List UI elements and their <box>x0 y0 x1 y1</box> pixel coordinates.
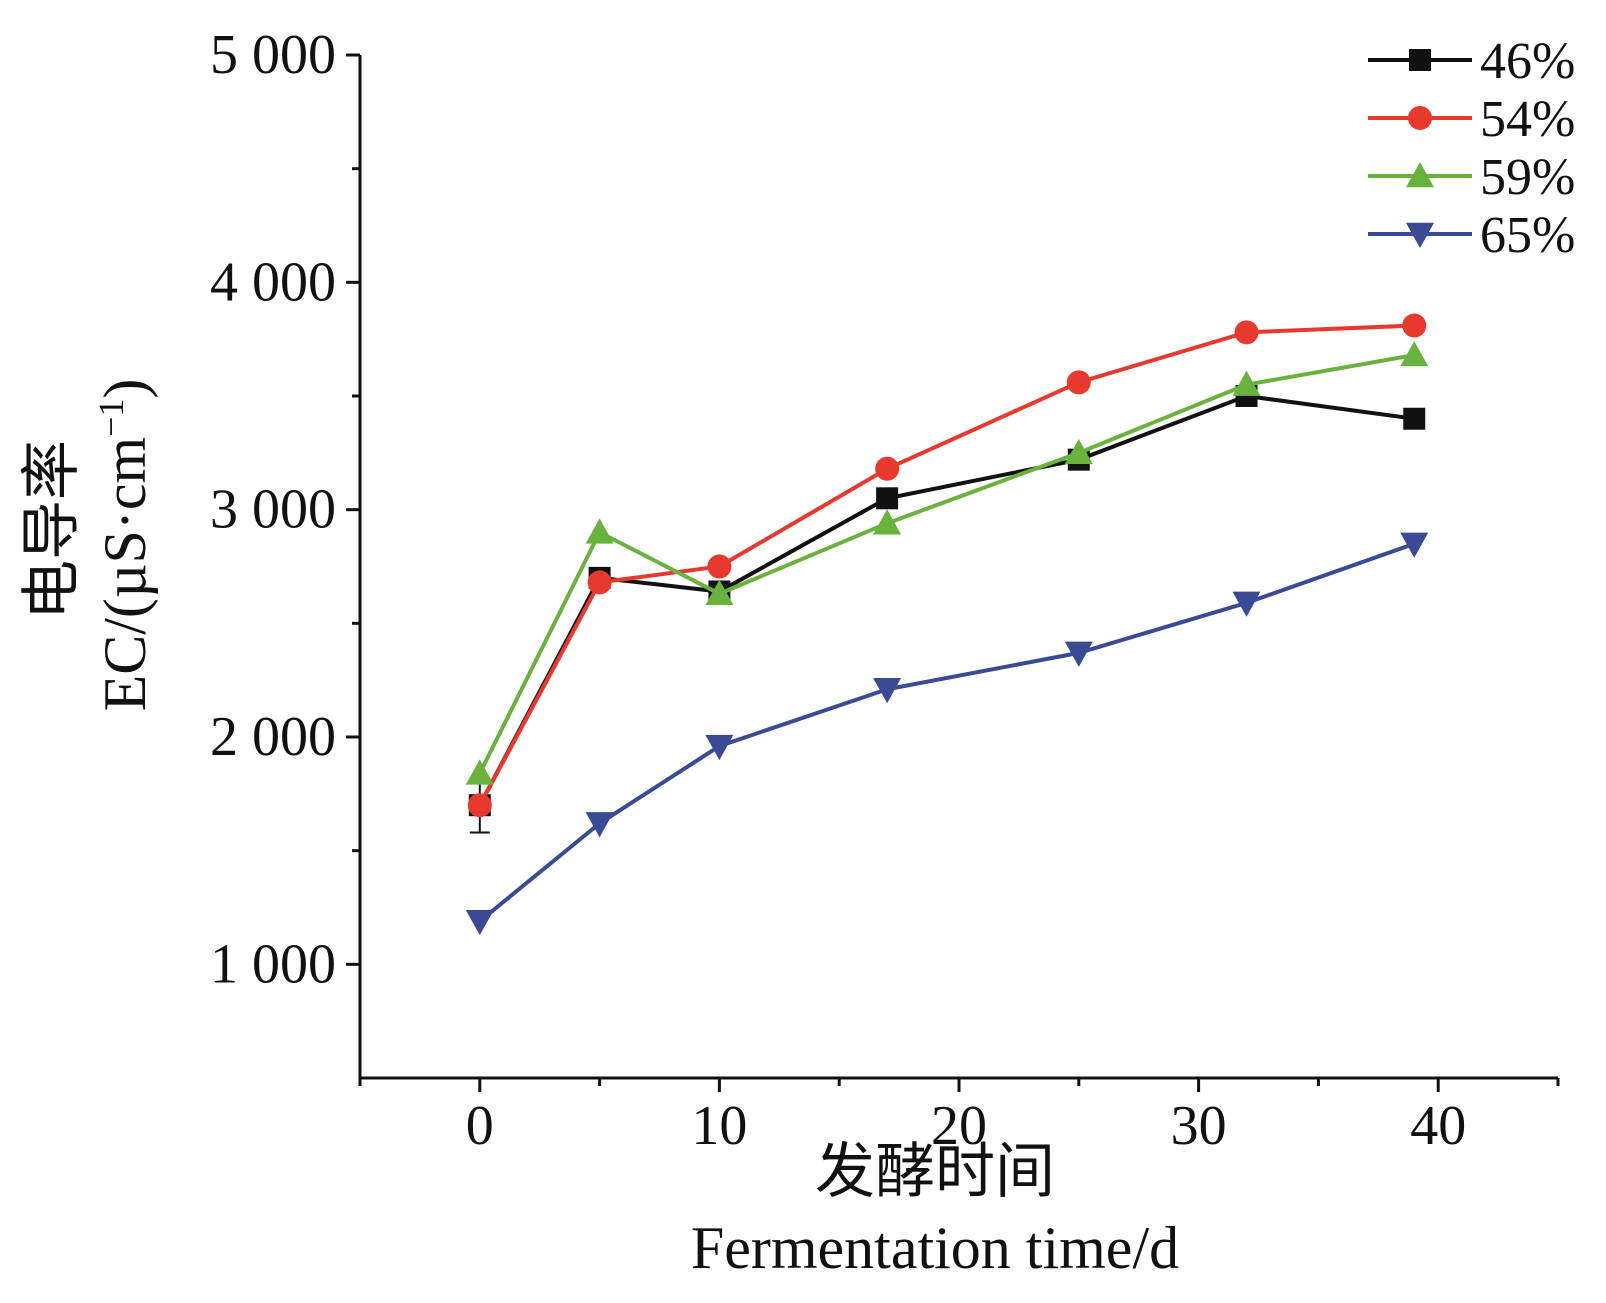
data-point <box>873 678 902 704</box>
legend-item: 59% <box>1368 149 1575 206</box>
y-tick-label: 4 000 <box>210 251 336 313</box>
data-point <box>585 812 614 838</box>
y-axis-title: 电导率 <box>19 440 85 620</box>
series-59pct <box>465 341 1429 785</box>
legend: 46%54%59%65% <box>1368 33 1575 264</box>
x-tick-label: 10 <box>691 1095 747 1157</box>
data-point <box>705 734 734 761</box>
data-point <box>707 554 732 579</box>
data-point <box>876 487 899 510</box>
x-axis-title-en: Fermentation time/d <box>691 1215 1179 1281</box>
legend-marker <box>1408 106 1432 130</box>
data-point <box>465 759 494 785</box>
y-axis-title-zh: 电导率 <box>19 440 85 620</box>
legend-item: 65% <box>1368 207 1575 264</box>
series-line <box>478 323 1415 807</box>
data-point <box>1232 591 1261 617</box>
y-axis-title-en-group: EC/(µS·cm−1) <box>91 379 158 712</box>
data-point <box>585 518 614 544</box>
series-65pct <box>465 532 1429 936</box>
legend-label: 59% <box>1480 149 1575 206</box>
y-tick-label: 2 000 <box>210 706 336 768</box>
legend-marker <box>1406 162 1434 188</box>
data-point <box>1400 341 1429 367</box>
series-line <box>478 393 1415 807</box>
y-tick-label: 5 000 <box>210 24 336 86</box>
series-line <box>478 353 1415 775</box>
legend-marker <box>1409 49 1431 71</box>
data-point <box>1064 438 1093 465</box>
y-axis-title-en: EC/(µS·cm−1) <box>91 379 158 712</box>
data-point <box>1064 641 1093 667</box>
data-point <box>1400 532 1429 558</box>
legend-label: 46% <box>1480 33 1575 90</box>
x-tick-label: 0 <box>466 1095 494 1157</box>
series-46pct <box>468 385 1426 834</box>
data-point <box>875 456 900 481</box>
y-axis-title-en-sup: −1 <box>91 399 131 437</box>
legend-label: 65% <box>1480 207 1575 264</box>
x-tick-label: 30 <box>1171 1095 1227 1157</box>
y-axis-title-en-end: ) <box>92 379 158 399</box>
data-point <box>1402 313 1427 338</box>
x-tick-label: 20 <box>931 1095 987 1157</box>
data-point <box>465 909 494 936</box>
data-point <box>587 570 612 595</box>
series-line <box>478 541 1415 923</box>
data-point <box>1232 370 1261 396</box>
series-layer <box>465 313 1429 936</box>
data-point <box>467 793 492 818</box>
data-point <box>873 509 902 535</box>
data-point <box>1234 320 1259 345</box>
legend-marker <box>1406 222 1434 248</box>
x-tick-label: 40 <box>1410 1095 1466 1157</box>
legend-item: 46% <box>1368 33 1575 90</box>
y-tick-label: 3 000 <box>210 479 336 541</box>
data-point <box>1066 370 1091 395</box>
data-point <box>1403 407 1426 430</box>
legend-label: 54% <box>1480 91 1575 148</box>
series-54pct <box>467 313 1427 818</box>
y-tick-label: 1 000 <box>210 933 336 995</box>
axes: 1 000 2 000 3 000 4 000 5 000 0 10 20 30 40 <box>210 24 1560 1157</box>
legend-item: 54% <box>1368 91 1575 148</box>
data-point <box>705 579 734 605</box>
x-axis-title-zh: 发酵时间 <box>815 1139 1055 1205</box>
y-axis-title-en-main: EC/(µS·cm <box>92 437 158 712</box>
